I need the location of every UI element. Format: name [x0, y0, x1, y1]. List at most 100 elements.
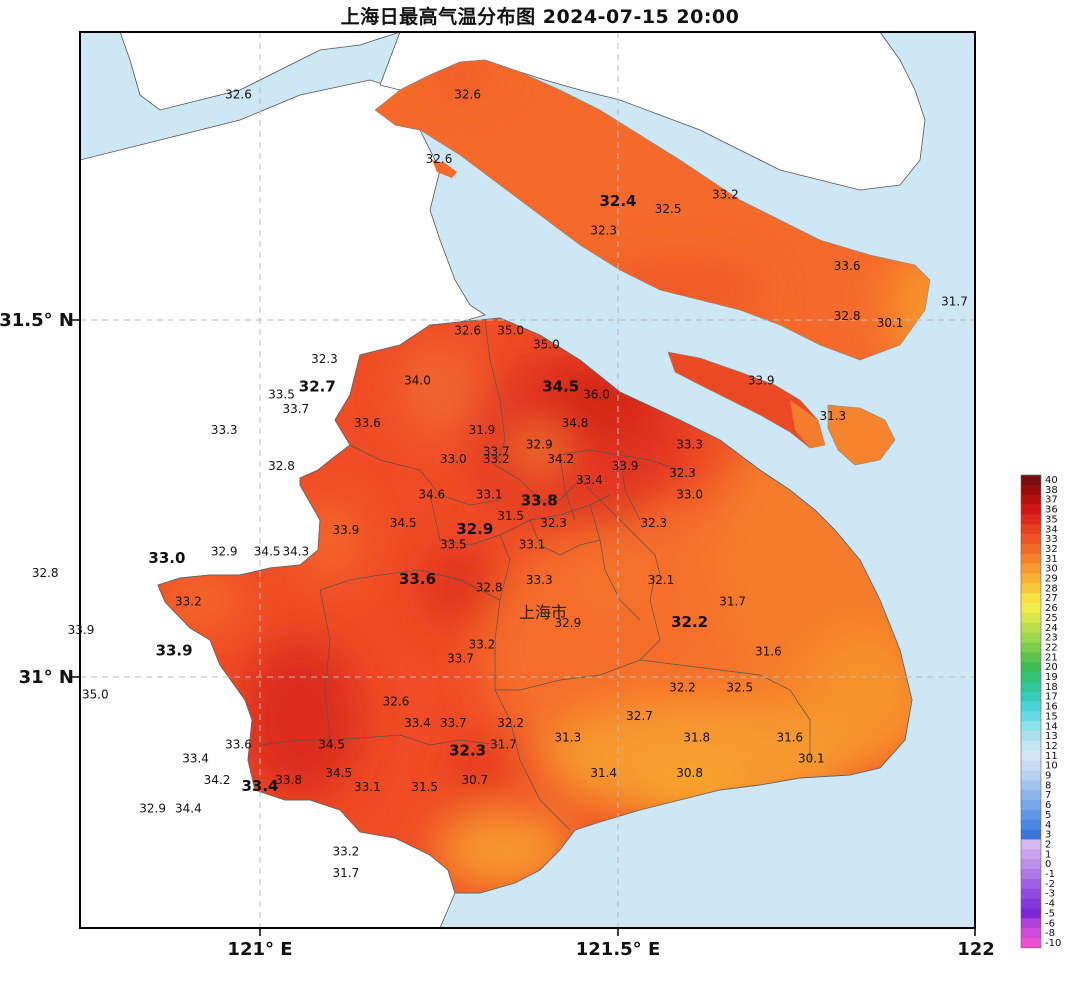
map-title: 上海日最高气温分布图 2024-07-15 20:00 — [340, 6, 740, 28]
chongming-outline — [374, 59, 931, 361]
legend-label: 12 — [1045, 741, 1058, 752]
legend-swatch — [1021, 839, 1041, 850]
station-value: 34.2 — [547, 452, 574, 466]
legend-swatch — [1021, 829, 1041, 840]
station-value: 33.2 — [483, 452, 510, 466]
station-value: 32.9 — [526, 438, 553, 452]
legend-swatch — [1021, 583, 1041, 594]
station-value: 31.9 — [469, 423, 496, 437]
legend-swatch — [1021, 849, 1041, 860]
legend-label: -6 — [1045, 918, 1055, 929]
station-value: 32.6 — [225, 88, 252, 102]
legend-swatch — [1021, 553, 1041, 564]
legend-label: 32 — [1045, 544, 1058, 555]
legend-label: 5 — [1045, 810, 1051, 821]
station-value: 33.0 — [676, 488, 703, 502]
legend-swatch — [1021, 770, 1041, 781]
station-value: 32.3 — [540, 516, 567, 530]
station-value: 31.7 — [490, 737, 517, 751]
station-value: 33.1 — [354, 780, 381, 794]
station-value: 32.8 — [268, 459, 295, 473]
legend-label: 35 — [1045, 514, 1058, 525]
legend-label: 6 — [1045, 800, 1051, 811]
station-value: 33.8 — [521, 492, 558, 510]
legend-swatch — [1021, 760, 1041, 771]
station-value: 31.4 — [590, 766, 617, 780]
station-value: 32.7 — [626, 709, 653, 723]
station-value: 35.0 — [533, 338, 560, 352]
station-value: 31.3 — [555, 730, 582, 744]
station-value: 32.1 — [648, 573, 675, 587]
station-value: 30.7 — [461, 773, 488, 787]
station-value: 30.1 — [798, 752, 825, 766]
legend-swatch — [1021, 524, 1041, 535]
legend-swatch — [1021, 672, 1041, 683]
station-value: 32.5 — [726, 680, 753, 694]
station-value: 31.3 — [819, 409, 846, 423]
legend-swatch — [1021, 603, 1041, 614]
station-value: 32.4 — [599, 192, 636, 210]
legend-label: -2 — [1045, 879, 1055, 890]
legend-swatch — [1021, 740, 1041, 752]
station-value: 33.2 — [175, 595, 202, 609]
station-value: 34.2 — [204, 773, 231, 787]
legend-swatch — [1021, 859, 1041, 870]
station-value: 33.9 — [333, 523, 360, 537]
station-value: 35.0 — [497, 323, 524, 337]
legend-swatch — [1021, 908, 1041, 919]
legend-border — [1020, 474, 1042, 949]
legend-swatch — [1021, 484, 1041, 495]
legend-swatch — [1021, 642, 1041, 653]
legend-swatch — [1021, 573, 1041, 584]
station-value: 33.2 — [712, 188, 739, 202]
station-value: 33.3 — [526, 573, 553, 587]
station-value: 32.3 — [449, 742, 486, 760]
legend-label: 10 — [1045, 761, 1058, 772]
legend-label: -1 — [1045, 869, 1055, 880]
legend-swatch — [1021, 750, 1041, 761]
legend-swatch — [1021, 652, 1041, 663]
legend-swatch — [1021, 475, 1041, 486]
legend-swatch — [1021, 869, 1041, 880]
station-value: 36.0 — [583, 388, 610, 402]
legend-label: 2 — [1045, 839, 1051, 850]
islet-2 — [705, 178, 728, 198]
y-tick-label: 31° N — [19, 667, 74, 688]
station-value: 32.6 — [426, 152, 453, 166]
legend-label: 7 — [1045, 790, 1051, 801]
station-value: 32.6 — [454, 323, 481, 337]
legend-label: 36 — [1045, 505, 1058, 516]
legend-swatch — [1021, 534, 1041, 545]
legend-swatch — [1021, 918, 1041, 929]
legend-swatch — [1021, 898, 1041, 909]
legend-label: 25 — [1045, 613, 1058, 624]
x-tick-label: 121.5° E — [576, 939, 661, 960]
station-values: 32.6 32.6 32.6 32.4 32.5 33.2 32.3 33.6 32.8 31.7… — [32, 88, 968, 880]
station-value: 33.6 — [834, 259, 861, 273]
legend-swatch — [1021, 612, 1041, 624]
station-value: 33.7 — [440, 716, 467, 730]
legend-label: 23 — [1045, 633, 1058, 644]
legend-swatch — [1021, 780, 1041, 791]
station-value: 33.3 — [676, 438, 703, 452]
legend-label: 8 — [1045, 780, 1051, 791]
station-value: 33.9 — [748, 373, 775, 387]
legend-label: 29 — [1045, 574, 1058, 585]
station-value: 33.9 — [156, 642, 193, 660]
legend-swatch — [1021, 937, 1041, 949]
station-value: 33.6 — [399, 570, 436, 588]
station-value: 33.6 — [354, 416, 381, 430]
map-frame — [79, 31, 976, 929]
legend-label: 1 — [1045, 849, 1051, 860]
station-value: 32.9 — [211, 545, 238, 559]
legend-label: 27 — [1045, 593, 1058, 604]
station-value: 31.6 — [755, 645, 782, 659]
legend-label: 34 — [1045, 524, 1058, 535]
legend-swatch — [1021, 721, 1041, 732]
x-tick-label: 121° E — [227, 939, 292, 960]
station-value: 30.8 — [676, 766, 703, 780]
station-value: 33.3 — [211, 423, 238, 437]
legend-swatch — [1021, 691, 1041, 702]
station-value: 33.9 — [612, 459, 639, 473]
